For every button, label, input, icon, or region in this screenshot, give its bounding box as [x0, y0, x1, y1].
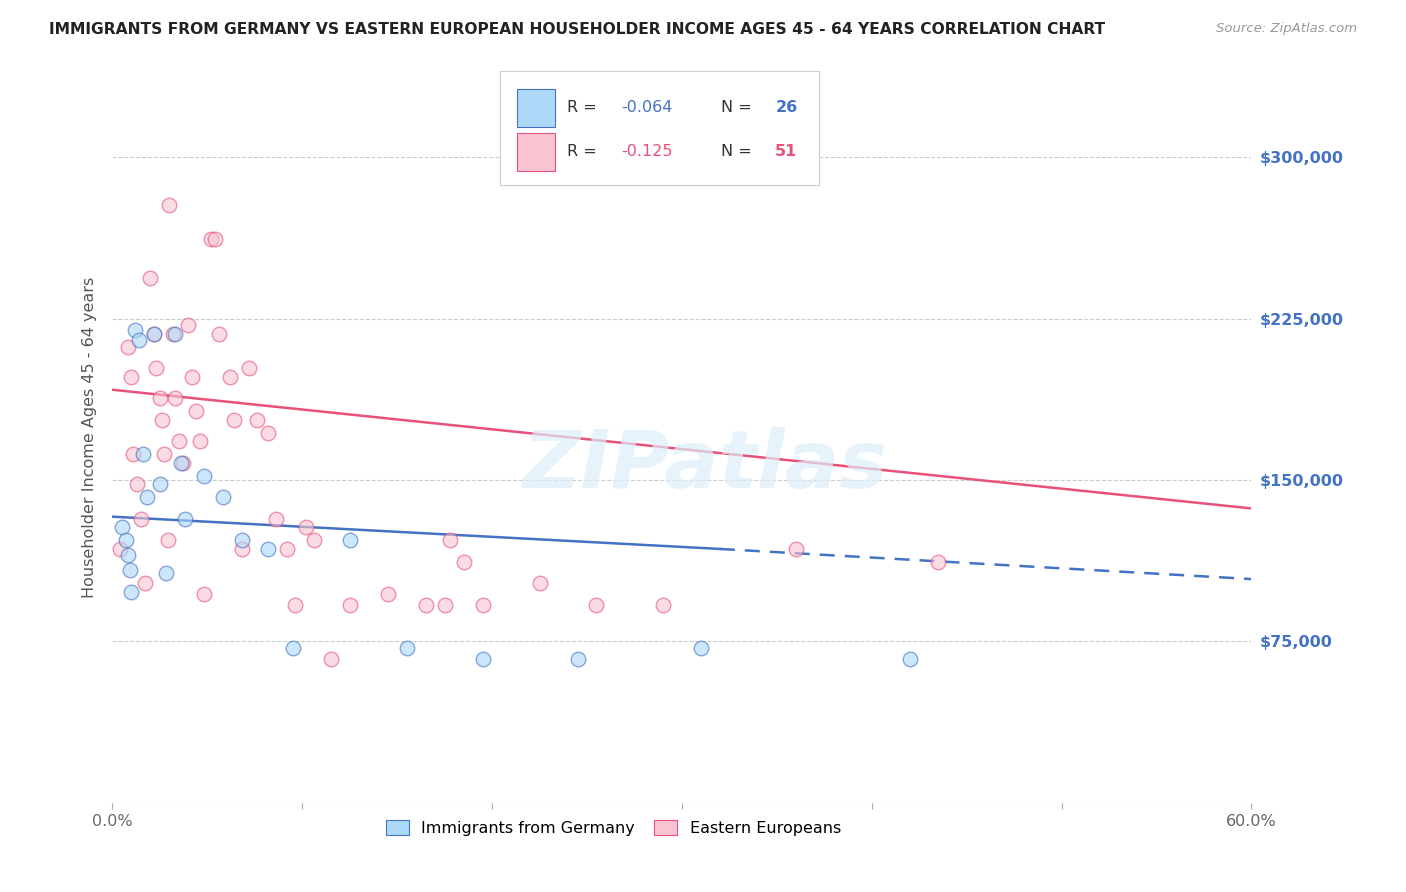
Point — [132, 447, 155, 461]
Point — [117, 549, 139, 563]
Point — [124, 322, 146, 336]
Point — [302, 533, 325, 548]
Point — [211, 491, 233, 505]
Point — [284, 598, 307, 612]
Point — [172, 456, 194, 470]
Point — [108, 541, 131, 556]
Point — [652, 598, 675, 612]
Point — [162, 326, 184, 341]
Text: -0.125: -0.125 — [621, 145, 673, 160]
Point — [295, 520, 318, 534]
Point — [208, 326, 231, 341]
Point — [121, 585, 143, 599]
Point — [150, 413, 173, 427]
Point — [415, 598, 437, 612]
Point — [439, 533, 461, 548]
Point — [898, 651, 921, 665]
Point — [170, 456, 193, 470]
Point — [111, 520, 134, 534]
Point — [276, 541, 298, 556]
Text: IMMIGRANTS FROM GERMANY VS EASTERN EUROPEAN HOUSEHOLDER INCOME AGES 45 - 64 YEAR: IMMIGRANTS FROM GERMANY VS EASTERN EUROP… — [49, 22, 1105, 37]
Point — [139, 271, 162, 285]
Point — [167, 434, 190, 449]
Text: N =: N = — [721, 101, 756, 115]
Point — [128, 333, 150, 347]
Point — [927, 555, 949, 569]
Point — [184, 404, 207, 418]
Text: N =: N = — [721, 145, 756, 160]
Point — [246, 413, 269, 427]
Point — [319, 651, 342, 665]
Point — [231, 533, 253, 548]
Point — [257, 541, 280, 556]
Text: -0.064: -0.064 — [621, 101, 673, 115]
Point — [165, 326, 187, 341]
Point — [222, 413, 245, 427]
Point — [339, 598, 361, 612]
Point — [567, 651, 589, 665]
Point — [200, 232, 222, 246]
Point — [219, 369, 242, 384]
Point — [117, 340, 139, 354]
Point — [135, 491, 157, 505]
Point — [377, 587, 399, 601]
Point — [145, 361, 167, 376]
Point — [177, 318, 200, 333]
FancyBboxPatch shape — [499, 71, 818, 185]
Point — [114, 533, 136, 548]
Point — [257, 425, 280, 440]
Text: 26: 26 — [775, 101, 797, 115]
Point — [149, 477, 172, 491]
Point — [264, 512, 287, 526]
Point — [122, 447, 145, 461]
Point — [121, 369, 143, 384]
Point — [188, 434, 211, 449]
Point — [149, 392, 172, 406]
Point — [173, 512, 195, 526]
Point — [204, 232, 226, 246]
Point — [281, 640, 304, 655]
Point — [152, 447, 174, 461]
Text: R =: R = — [567, 145, 602, 160]
Point — [689, 640, 711, 655]
Point — [471, 651, 494, 665]
Point — [159, 198, 180, 212]
Point — [156, 533, 179, 548]
Point — [471, 598, 494, 612]
Point — [165, 392, 187, 406]
Point — [118, 564, 141, 578]
Text: Source: ZipAtlas.com: Source: ZipAtlas.com — [1216, 22, 1357, 36]
Point — [129, 512, 152, 526]
Text: ZIPatlas: ZIPatlas — [522, 427, 887, 506]
Point — [143, 326, 166, 341]
Point — [193, 468, 215, 483]
Point — [395, 640, 418, 655]
Point — [155, 566, 177, 580]
Point — [231, 541, 253, 556]
Text: R =: R = — [567, 101, 602, 115]
Legend: Immigrants from Germany, Eastern Europeans: Immigrants from Germany, Eastern Europea… — [380, 814, 848, 842]
Text: 51: 51 — [775, 145, 797, 160]
Point — [529, 576, 551, 591]
Point — [785, 541, 807, 556]
Point — [143, 326, 166, 341]
Point — [585, 598, 607, 612]
Point — [127, 477, 149, 491]
Point — [453, 555, 475, 569]
Point — [339, 533, 361, 548]
FancyBboxPatch shape — [517, 133, 555, 171]
Point — [238, 361, 260, 376]
Point — [193, 587, 215, 601]
FancyBboxPatch shape — [517, 89, 555, 127]
Y-axis label: Householder Income Ages 45 - 64 years: Householder Income Ages 45 - 64 years — [82, 277, 97, 598]
Point — [181, 369, 204, 384]
Point — [433, 598, 456, 612]
Point — [134, 576, 156, 591]
